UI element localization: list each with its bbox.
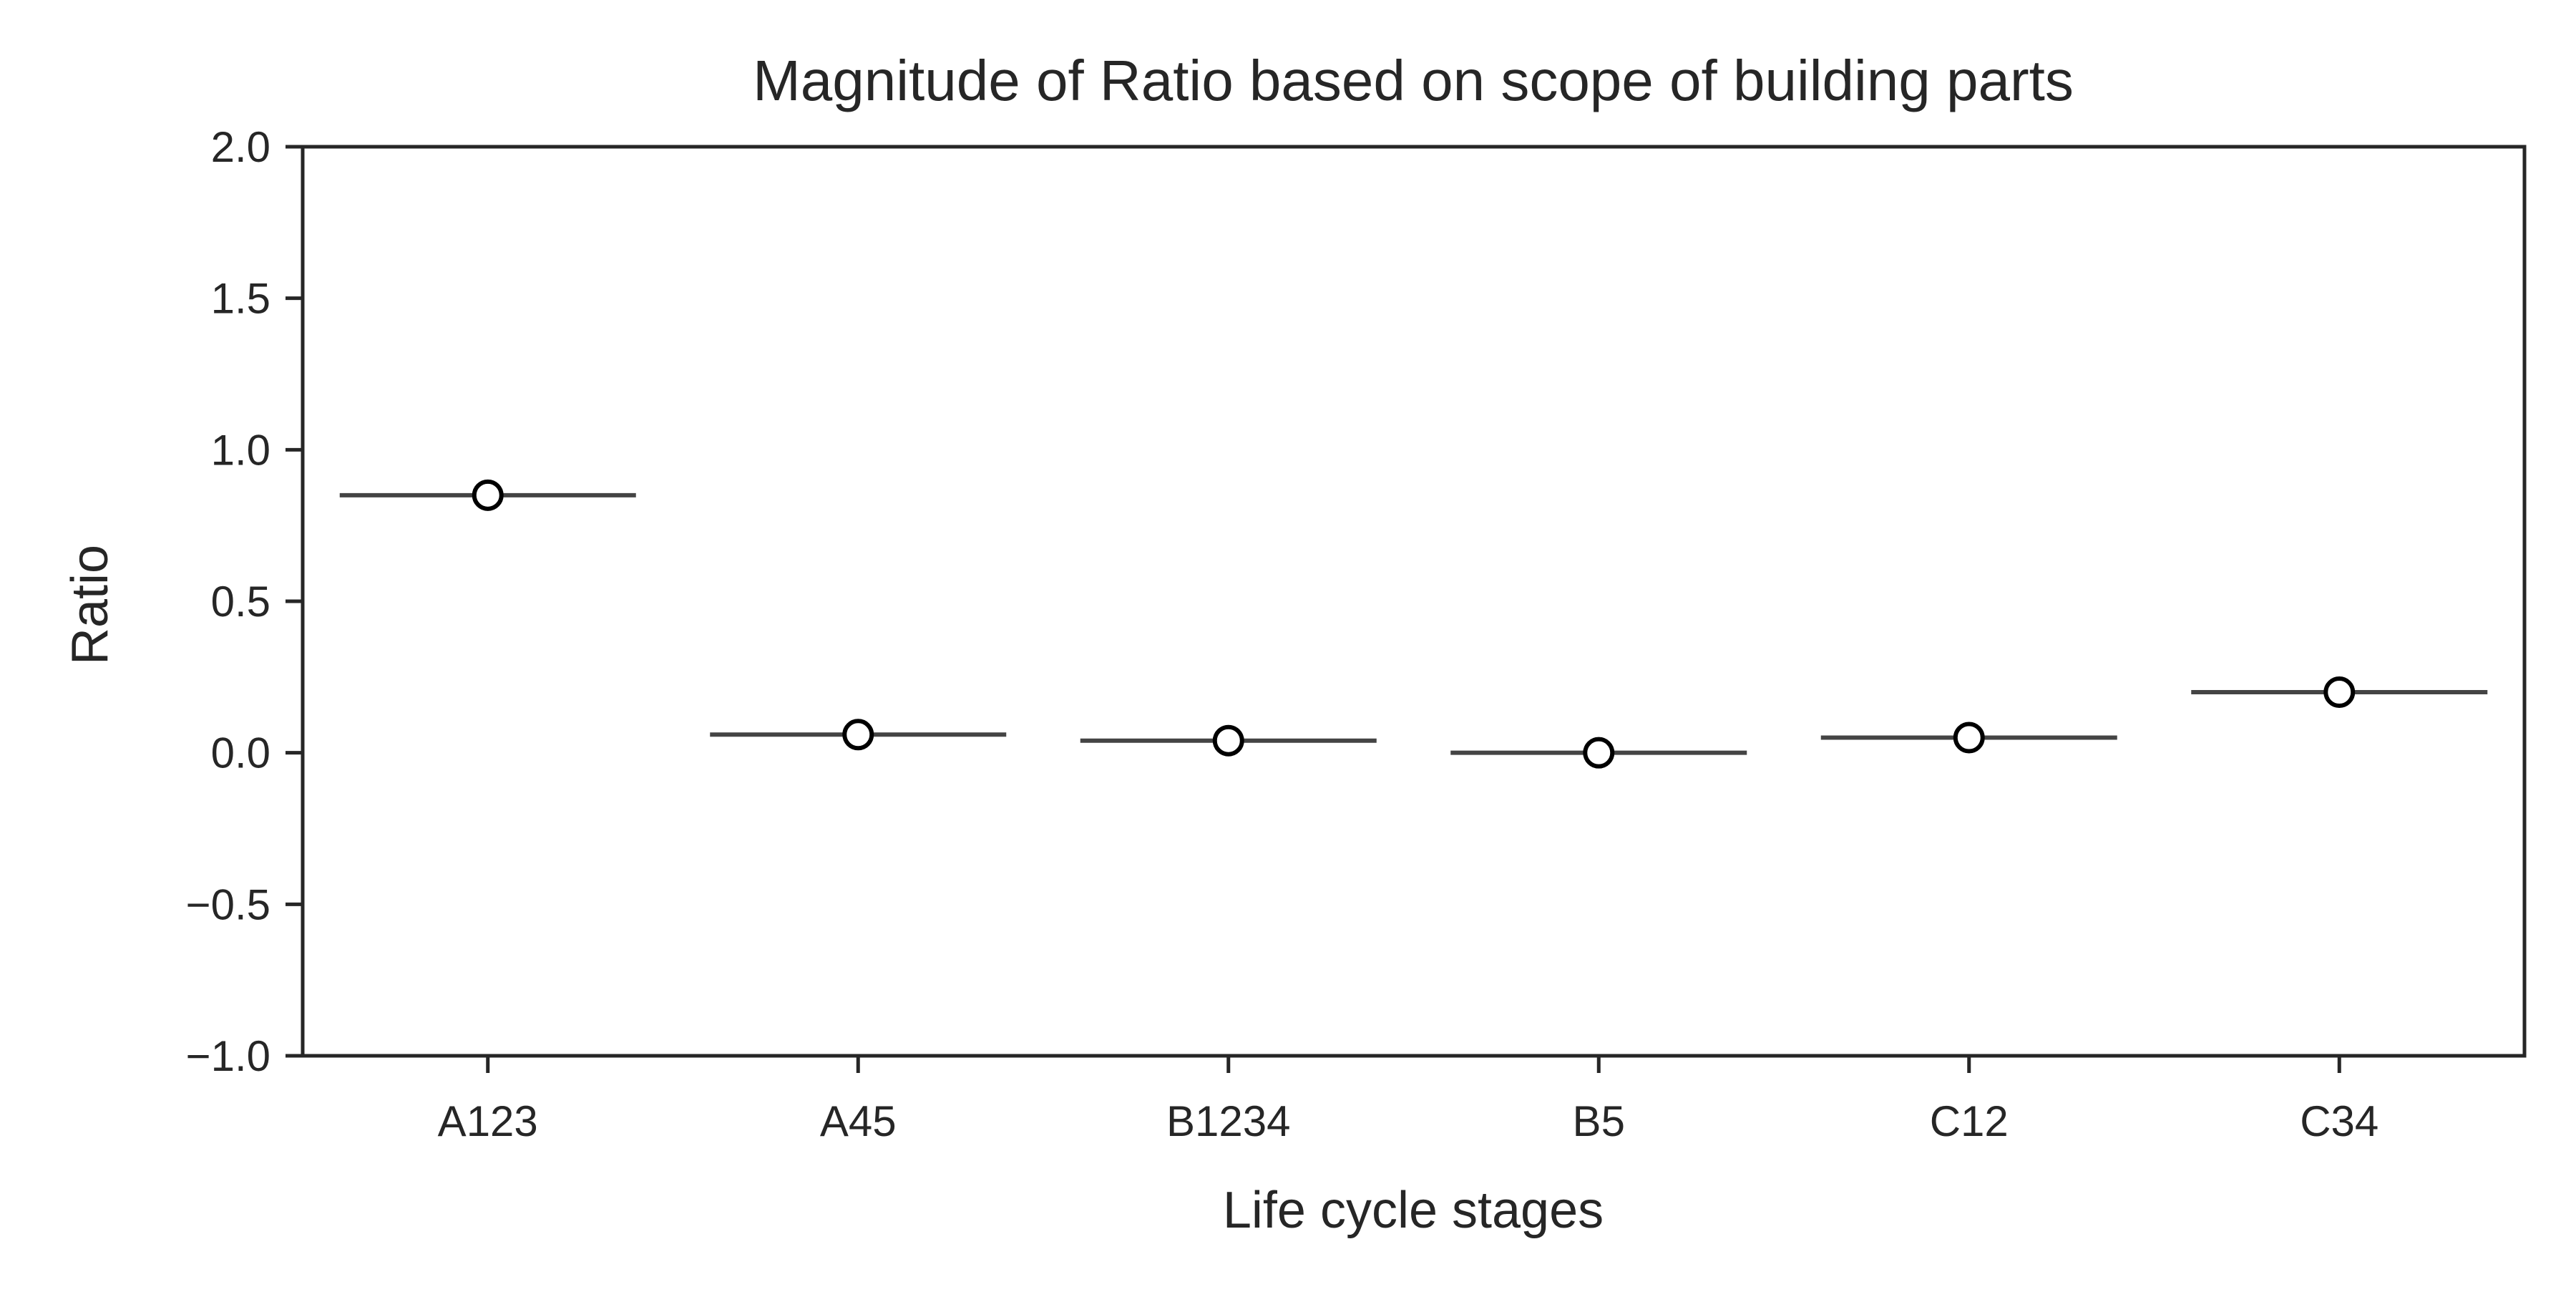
axis-ticks: −1.0 −0.5 0.0 0.5 1.0 1.5 2.0 A123 A45 B1234 B5 C12… xyxy=(186,123,2379,1145)
chart-title: Magnitude of Ratio based on scope of bui… xyxy=(753,49,2074,112)
x-tick-label-A123: A123 xyxy=(438,1097,538,1145)
mean-marker-A45 xyxy=(842,719,874,751)
mean-marker-B5 xyxy=(1583,737,1615,769)
y-tick-label: 1.5 xyxy=(211,275,270,323)
plot-frame xyxy=(301,145,2527,1058)
x-tick-label-A45: A45 xyxy=(820,1097,897,1145)
x-tick-label-C34: C34 xyxy=(2300,1097,2379,1145)
mean-marker-C12 xyxy=(1953,722,1985,754)
y-tick-label: −1.0 xyxy=(186,1032,270,1080)
plot-area xyxy=(339,479,2488,769)
y-tick-label: 0.0 xyxy=(211,729,270,777)
y-tick-label: 1.0 xyxy=(211,426,270,474)
y-tick-label: −0.5 xyxy=(186,880,270,928)
y-tick-label: 0.5 xyxy=(211,578,270,626)
y-axis-label: Ratio xyxy=(62,545,119,665)
y-tick-label: 2.0 xyxy=(211,123,270,171)
x-axis-label: Life cycle stages xyxy=(1223,1182,1604,1239)
x-tick-label-B1234: B1234 xyxy=(1166,1097,1291,1145)
mean-marker-A123 xyxy=(472,479,504,511)
mean-marker-C34 xyxy=(2323,676,2356,708)
mean-marker-B1234 xyxy=(1212,724,1244,757)
x-tick-label-B5: B5 xyxy=(1573,1097,1625,1145)
x-tick-label-C12: C12 xyxy=(1930,1097,2009,1145)
